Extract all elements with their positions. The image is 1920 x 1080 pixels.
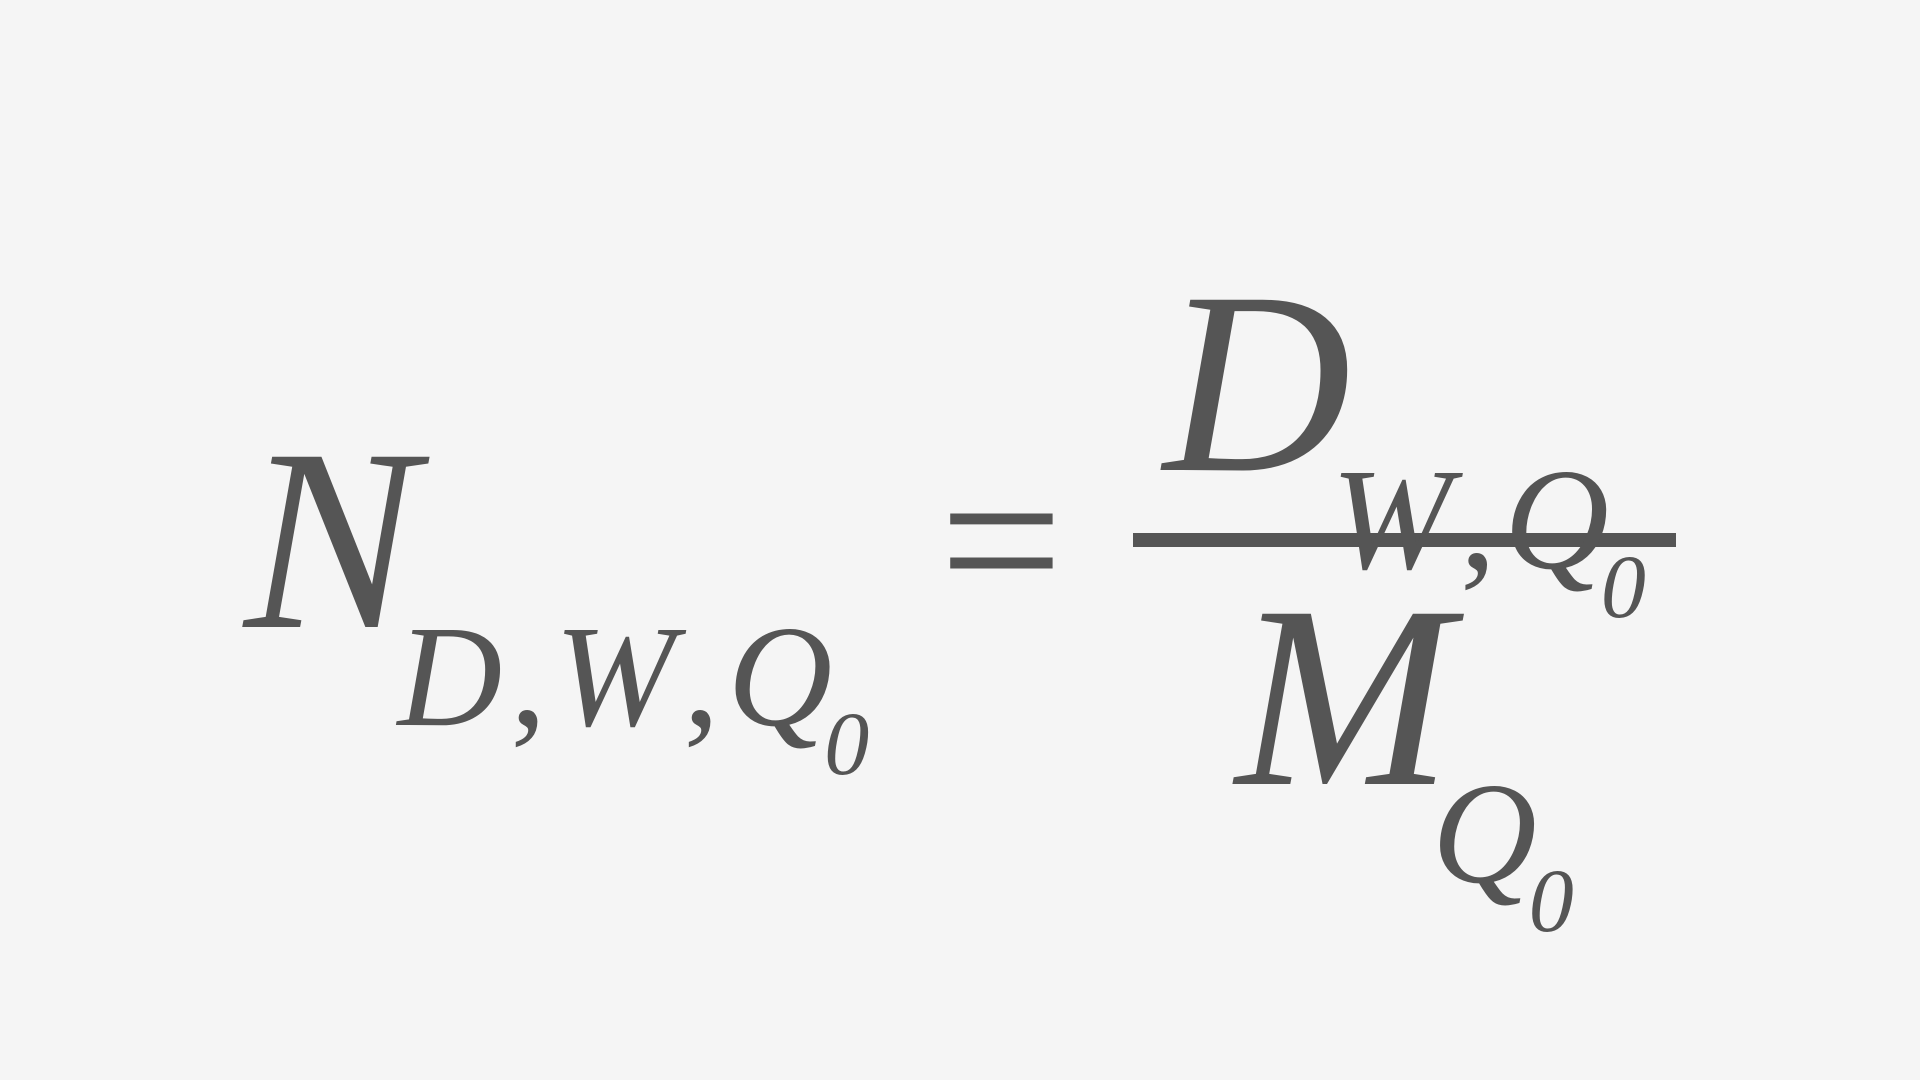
equation-rhs: D W , Q 0 M Q 0 [1133, 243, 1676, 837]
num-sub-w: W [1331, 448, 1452, 593]
comma: , [510, 605, 546, 750]
denominator-subscript-group: Q 0 [1432, 762, 1574, 907]
den-subsub-0: 0 [1529, 857, 1574, 947]
numerator-variable: D [1163, 253, 1351, 513]
lhs-subsub-0: 0 [824, 700, 869, 790]
lhs-sub-d: D [398, 605, 503, 750]
lhs-variable: N [244, 410, 417, 670]
math-equation: N D , W , Q 0 = D W , [244, 243, 1676, 837]
num-sub-q: Q 0 [1504, 448, 1646, 593]
num-subsub-0: 0 [1601, 543, 1646, 633]
lhs-sub-q: Q 0 [728, 605, 870, 750]
lhs-sub-w: W [555, 605, 676, 750]
fraction-numerator: D W , Q 0 [1133, 243, 1676, 523]
comma: , [1460, 448, 1496, 593]
comma: , [683, 605, 719, 750]
equation-lhs: N D , W , Q 0 [244, 410, 869, 670]
equals-sign: = [939, 430, 1063, 650]
numerator-subscript-group: W , Q 0 [1331, 448, 1646, 593]
denominator-variable: M [1235, 567, 1452, 827]
lhs-subscript-group: D , W , Q 0 [398, 605, 870, 750]
den-sub-q: Q 0 [1432, 762, 1574, 907]
